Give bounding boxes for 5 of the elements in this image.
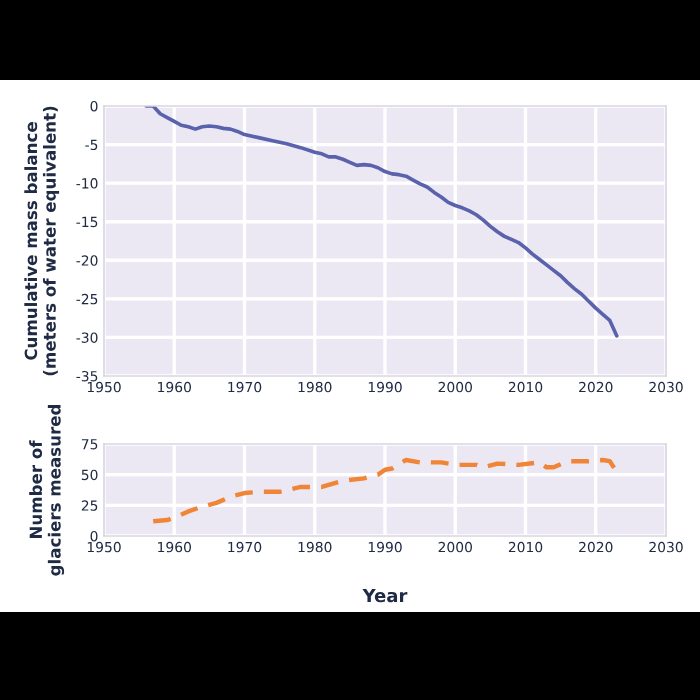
y-axis-title: Cumulative mass balance (meters of water equivalent) <box>24 106 60 376</box>
x-axis-title: Year <box>362 588 408 603</box>
y-axis-title: Number of glaciers measured <box>29 404 65 576</box>
line-series <box>150 457 620 524</box>
line-series <box>144 106 619 338</box>
